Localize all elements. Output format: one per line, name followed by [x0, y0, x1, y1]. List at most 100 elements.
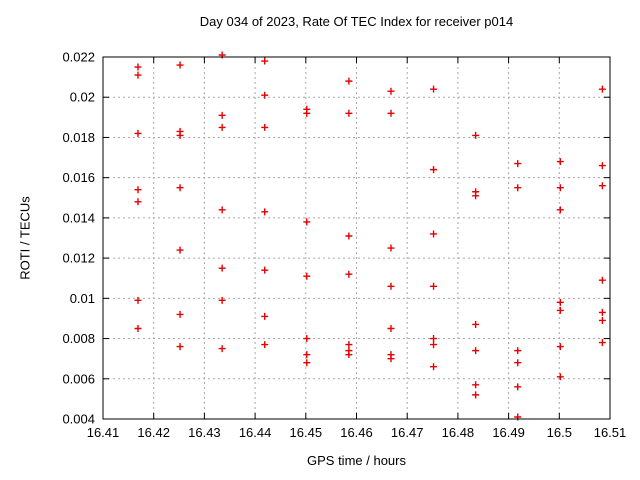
data-point — [134, 296, 142, 304]
data-point — [387, 87, 395, 95]
data-point — [218, 264, 226, 272]
x-tick-label: 16.51 — [594, 425, 627, 440]
data-point — [303, 272, 311, 280]
data-point — [345, 109, 353, 117]
data-point — [598, 162, 606, 170]
data-point — [430, 363, 438, 371]
data-point — [472, 131, 480, 139]
data-point — [472, 381, 480, 389]
plot-border — [102, 56, 611, 420]
chart-title: Day 034 of 2023, Rate Of TEC Index for r… — [199, 14, 514, 29]
x-tick-label: 16.41 — [87, 425, 120, 440]
data-point — [303, 109, 311, 117]
data-point — [556, 373, 564, 381]
data-point — [556, 206, 564, 214]
data-point — [514, 160, 522, 168]
data-point — [430, 166, 438, 174]
data-point — [514, 383, 522, 391]
data-point — [176, 343, 184, 351]
y-tick-label: 0.01 — [70, 291, 95, 306]
data-point — [261, 312, 269, 320]
data-point — [303, 335, 311, 343]
data-point — [134, 186, 142, 194]
data-point — [514, 347, 522, 355]
y-tick-label: 0.004 — [62, 412, 95, 427]
data-point — [218, 206, 226, 214]
data-point — [556, 158, 564, 166]
data-point — [556, 184, 564, 192]
data-point — [345, 232, 353, 240]
data-point — [598, 308, 606, 316]
data-point — [261, 208, 269, 216]
x-tick-label: 16.48 — [442, 425, 475, 440]
data-point — [472, 391, 480, 399]
data-point — [472, 347, 480, 355]
data-point — [261, 123, 269, 131]
data-point — [387, 355, 395, 363]
data-point — [472, 320, 480, 328]
data-point — [430, 282, 438, 290]
data-point — [387, 325, 395, 332]
data-point — [556, 343, 564, 351]
data-point — [387, 282, 395, 290]
data-point — [134, 325, 142, 332]
data-point — [176, 184, 184, 192]
data-point — [556, 306, 564, 314]
data-point — [598, 316, 606, 324]
data-point — [430, 341, 438, 349]
data-point — [345, 270, 353, 278]
data-point — [261, 57, 269, 65]
data-point — [303, 359, 311, 367]
data-point — [261, 341, 269, 349]
y-tick-label: 0.014 — [62, 210, 95, 225]
data-point — [218, 123, 226, 131]
data-point — [134, 71, 142, 79]
data-point — [218, 111, 226, 119]
data-point — [598, 85, 606, 93]
x-tick-label: 16.44 — [239, 425, 272, 440]
data-point — [261, 266, 269, 274]
y-tick-label: 0.02 — [70, 90, 95, 105]
data-point — [345, 77, 353, 85]
data-point — [387, 109, 395, 117]
x-tick-label: 16.47 — [391, 425, 424, 440]
data-point — [261, 91, 269, 99]
data-point — [218, 345, 226, 353]
data-point — [345, 341, 353, 349]
x-tick-label: 16.49 — [492, 425, 525, 440]
data-point — [176, 131, 184, 139]
data-point — [430, 230, 438, 238]
data-point — [345, 351, 353, 359]
x-tick-label: 16.42 — [137, 425, 170, 440]
y-tick-label: 0.018 — [62, 130, 95, 145]
data-point — [472, 192, 480, 200]
data-point — [598, 339, 606, 347]
data-point — [430, 85, 438, 93]
y-tick-label: 0.016 — [62, 170, 95, 185]
data-point — [514, 359, 522, 367]
data-point — [430, 335, 438, 343]
data-point — [176, 310, 184, 318]
data-point — [556, 298, 564, 306]
data-point — [218, 296, 226, 304]
data-point — [134, 198, 142, 206]
y-tick-label: 0.008 — [62, 331, 95, 346]
y-tick-label: 0.006 — [62, 371, 95, 386]
data-point — [134, 129, 142, 137]
x-axis-label: GPS time / hours — [307, 453, 406, 468]
x-tick-label: 16.5 — [547, 425, 572, 440]
data-point — [303, 351, 311, 359]
y-tick-label: 0.012 — [62, 251, 95, 266]
data-point — [514, 184, 522, 192]
x-tick-label: 16.46 — [340, 425, 373, 440]
data-point — [176, 61, 184, 69]
data-point — [134, 63, 142, 71]
x-tick-label: 16.43 — [188, 425, 221, 440]
data-point — [598, 182, 606, 190]
data-point — [598, 276, 606, 284]
data-point — [303, 218, 311, 226]
data-point — [387, 244, 395, 252]
x-tick-label: 16.45 — [290, 425, 323, 440]
